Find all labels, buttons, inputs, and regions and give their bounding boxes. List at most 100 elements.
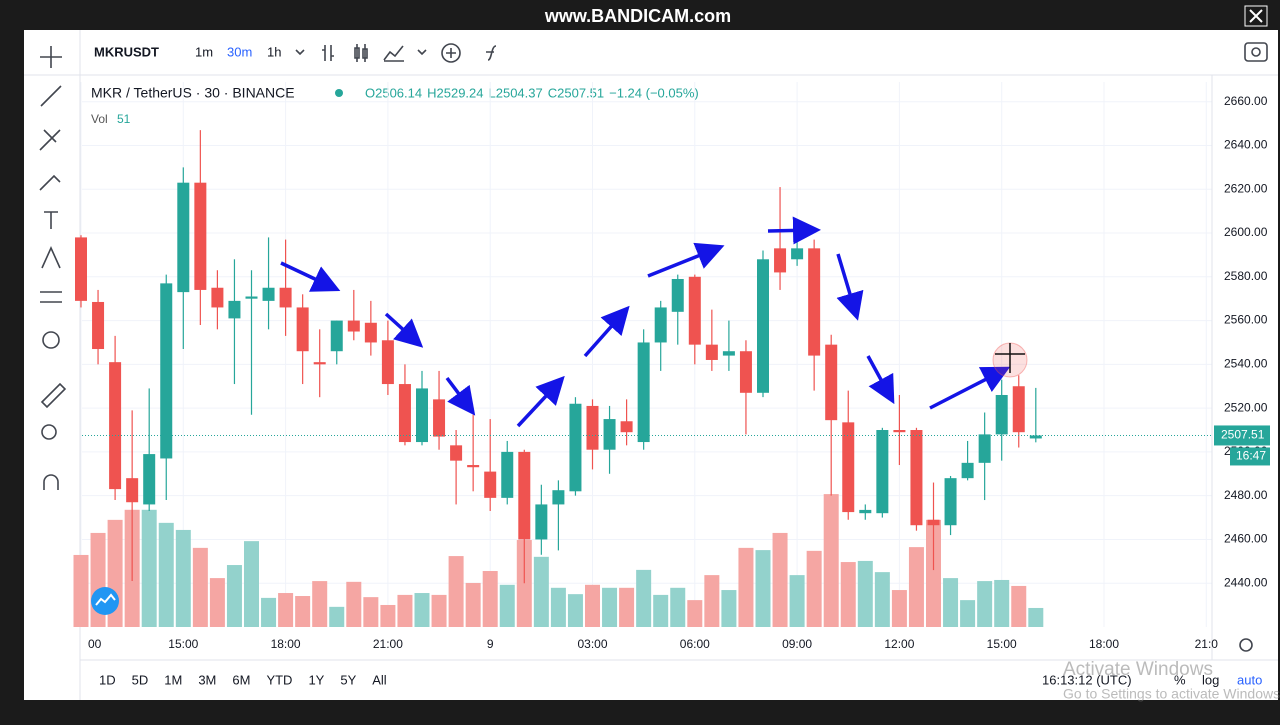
- settings-icon[interactable]: [1239, 638, 1253, 652]
- volume-bar: [977, 581, 993, 627]
- interval[interactable]: 30m: [227, 44, 252, 59]
- candle-body: [603, 419, 616, 450]
- candle-body: [825, 344, 838, 421]
- ohlc-value: L2504.37: [489, 85, 543, 100]
- volume-bar: [209, 578, 225, 627]
- volume-bar: [789, 575, 805, 627]
- volume-bar: [772, 532, 788, 627]
- scale-option[interactable]: %: [1174, 672, 1186, 687]
- drawing-tools: [39, 46, 67, 490]
- y-tick-label: 2520.00: [1224, 400, 1268, 414]
- volume-bar: [516, 540, 532, 627]
- range-button[interactable]: 5Y: [340, 672, 356, 687]
- candle-body: [876, 430, 889, 514]
- scale-option[interactable]: log: [1202, 672, 1219, 687]
- volume-bar: [431, 594, 447, 627]
- zoom-tool[interactable]: [41, 424, 57, 440]
- candle-body: [569, 403, 582, 492]
- x-tick-label: 03:00: [577, 637, 607, 651]
- emoji-tool[interactable]: [42, 331, 60, 349]
- volume-bar: [704, 575, 720, 627]
- volume-bar: [244, 541, 259, 627]
- candle-body: [313, 362, 326, 365]
- candle-body: [842, 422, 855, 513]
- interval[interactable]: 1h: [267, 44, 281, 59]
- ohlc-value: O2506.14: [365, 85, 422, 100]
- volume-bar: [226, 565, 242, 627]
- candle-body: [654, 307, 667, 343]
- volume-bar: [278, 593, 294, 627]
- symbol[interactable]: MKRUSDT: [94, 44, 159, 59]
- candle-body: [381, 340, 394, 385]
- y-tick-label: 2600.00: [1224, 225, 1268, 239]
- ohlc-value: C2507.51: [548, 85, 604, 100]
- candle-body: [791, 248, 804, 260]
- y-tick-label: 2560.00: [1224, 313, 1268, 327]
- volume-bar: [141, 509, 157, 627]
- range-button[interactable]: 3M: [198, 672, 216, 687]
- volume-bar: [653, 594, 669, 627]
- countdown-label: 16:47: [1236, 449, 1266, 463]
- candle-body: [126, 478, 139, 503]
- trend-arrows: [280, 216, 1011, 428]
- countdown-tag: [1230, 447, 1270, 466]
- x-tick-label: 09:00: [782, 637, 812, 651]
- camera-icon[interactable]: [1244, 42, 1268, 62]
- volume-bar: [465, 582, 481, 627]
- candle-body: [1012, 386, 1025, 433]
- x-tick-label: 9: [487, 637, 494, 651]
- candle-body: [739, 351, 752, 393]
- range-button[interactable]: YTD: [266, 672, 292, 687]
- close-box[interactable]: [1244, 5, 1268, 27]
- candle-body: [398, 384, 411, 443]
- toolbar-icons: [446, 45, 497, 61]
- x-tick-label: 18:00: [1089, 637, 1119, 651]
- volume-bar: [908, 547, 924, 627]
- range-button[interactable]: 1M: [164, 672, 182, 687]
- bottom-bar: 1D 5D 1M 3M 6M YTD 1Y 5Y All 16:13:12 (UTC)% log au…: [99, 672, 1262, 687]
- volume-bar: [874, 572, 890, 627]
- candle-body: [757, 259, 769, 393]
- candle-body: [194, 182, 207, 290]
- close-icon: [1249, 9, 1263, 23]
- range-button[interactable]: 1Y: [308, 672, 324, 687]
- clock: 16:13:12 (UTC): [1042, 672, 1132, 687]
- y-tick-label: 2540.00: [1224, 357, 1268, 371]
- y-tick-label: 2660.00: [1224, 94, 1268, 108]
- x-tick-label: 21:0: [1195, 637, 1219, 651]
- candle-body: [245, 296, 258, 299]
- candle-body: [467, 465, 480, 468]
- price-tag-label: 2507.51: [1221, 428, 1265, 442]
- volume-bar: [687, 600, 703, 627]
- range-button[interactable]: 5D: [132, 672, 149, 687]
- candle-body: [279, 287, 292, 308]
- indicators-icon[interactable]: [441, 43, 461, 63]
- range-button[interactable]: 1D: [99, 672, 116, 687]
- candle-body: [484, 471, 497, 498]
- volume-bar: [329, 606, 345, 627]
- candle-body: [177, 182, 190, 293]
- volume-bar: [380, 604, 396, 627]
- scale-option[interactable]: auto: [1237, 672, 1262, 687]
- camera-lens: [1251, 47, 1261, 57]
- volume-legend-label: Vol: [91, 112, 108, 126]
- candle-body: [535, 504, 548, 540]
- range-button[interactable]: All: [372, 672, 387, 687]
- candle-body: [416, 388, 428, 443]
- os-overlay-text: Go to Settings to activate Windows.: [1063, 686, 1280, 702]
- x-tick-label: 15:00: [987, 637, 1017, 651]
- range-button[interactable]: 6M: [232, 672, 250, 687]
- interval[interactable]: 1m: [195, 44, 213, 59]
- volume-bar: [960, 600, 976, 627]
- candle-body: [774, 248, 787, 273]
- y-tick-label: 2580.00: [1224, 269, 1268, 283]
- volume-bar: [806, 550, 822, 627]
- volume-bar: [755, 550, 771, 627]
- price-tag: [1214, 425, 1270, 446]
- volume-bar: [943, 578, 959, 627]
- candle-body: [347, 320, 360, 332]
- candle-body: [92, 301, 105, 350]
- volume-legend-value: 51: [117, 112, 131, 126]
- volume-bar: [585, 584, 600, 627]
